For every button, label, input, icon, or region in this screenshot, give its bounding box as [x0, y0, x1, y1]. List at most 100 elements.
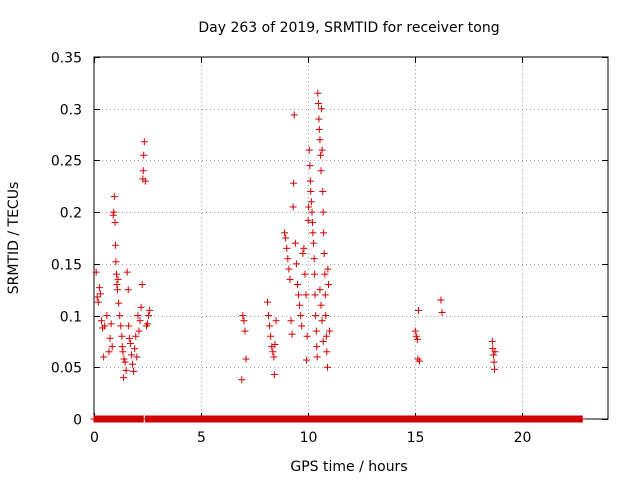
data-point	[267, 332, 275, 340]
data-point	[291, 239, 299, 247]
data-point	[108, 343, 116, 351]
data-point	[146, 306, 154, 314]
data-point	[323, 348, 331, 356]
zero-point	[578, 415, 586, 423]
data-point	[270, 371, 278, 379]
data-point	[141, 177, 149, 185]
chart-title: Day 263 of 2019, SRMTID for receiver ton…	[198, 20, 499, 36]
data-point	[265, 312, 273, 320]
data-point	[95, 284, 103, 292]
data-point	[132, 332, 140, 340]
data-point	[309, 229, 317, 237]
data-point	[241, 327, 249, 335]
data-point	[304, 216, 312, 224]
data-point	[120, 355, 128, 363]
y-tick-label: 0.05	[51, 361, 82, 377]
data-point	[283, 244, 291, 252]
data-point	[312, 312, 320, 320]
data-point	[297, 312, 305, 320]
data-point	[300, 244, 308, 252]
data-point	[135, 327, 143, 335]
data-point	[284, 255, 292, 263]
data-point	[491, 348, 499, 356]
data-point	[301, 270, 309, 278]
data-point	[319, 337, 327, 345]
x-tick-labels: 0 5 10 15 20	[90, 430, 531, 446]
data-point	[94, 298, 102, 306]
data-point	[307, 187, 315, 195]
data-point	[299, 250, 307, 258]
data-point	[319, 208, 327, 216]
data-point	[318, 317, 326, 325]
data-point	[288, 330, 296, 338]
data-point	[490, 358, 498, 366]
data-point	[322, 332, 330, 340]
data-point	[314, 89, 322, 97]
data-point	[127, 351, 135, 359]
data-point	[290, 111, 298, 119]
data-point	[137, 303, 145, 311]
data-point	[101, 322, 109, 330]
data-point	[320, 250, 328, 258]
data-point	[125, 334, 133, 342]
y-axis-label: SRMTID / TECUs	[6, 182, 22, 295]
y-tick-labels: 0 0.05 0.1 0.15 0.2 0.25 0.3 0.35	[51, 51, 82, 429]
data-point	[239, 312, 247, 320]
data-point	[307, 198, 315, 206]
data-point	[490, 365, 498, 373]
data-point	[411, 327, 419, 335]
data-point	[306, 162, 314, 170]
data-point	[129, 360, 137, 368]
data-point	[242, 355, 250, 363]
data-point	[285, 265, 293, 273]
grid-lines	[94, 57, 608, 419]
data-point	[121, 358, 129, 366]
data-point	[144, 320, 152, 328]
x-tick-label: 0	[90, 430, 99, 446]
data-point	[412, 332, 420, 340]
data-point	[145, 312, 153, 320]
data-point	[325, 281, 333, 289]
data-point	[302, 291, 310, 299]
data-point	[269, 348, 277, 356]
data-point	[314, 100, 322, 108]
data-point	[303, 332, 311, 340]
data-point	[316, 286, 324, 294]
data-point	[238, 376, 246, 384]
data-point	[413, 335, 421, 343]
data-point	[112, 270, 120, 278]
data-point	[302, 356, 310, 364]
data-point	[266, 322, 274, 330]
data-point	[110, 193, 118, 201]
data-point	[308, 208, 316, 216]
data-point	[321, 270, 329, 278]
data-point	[119, 348, 127, 356]
data-point	[271, 341, 279, 349]
data-point	[114, 275, 122, 283]
data-point	[123, 268, 131, 276]
data-point	[116, 312, 124, 320]
x-axis-label: GPS time / hours	[290, 459, 407, 475]
data-point	[312, 327, 320, 335]
data-point	[133, 353, 141, 361]
data-point	[96, 290, 104, 298]
data-point	[270, 353, 278, 361]
data-point	[118, 332, 126, 340]
data-point	[240, 317, 248, 325]
data-point	[310, 255, 318, 263]
data-points	[90, 89, 586, 423]
data-point	[106, 334, 114, 342]
data-point	[305, 146, 313, 154]
data-point	[139, 167, 147, 175]
data-point	[140, 138, 148, 146]
data-point	[281, 229, 289, 237]
data-point	[313, 343, 321, 351]
data-point	[316, 136, 324, 144]
x-tick-label: 10	[300, 430, 318, 446]
y-tick-label: 0.15	[51, 258, 82, 274]
data-point	[308, 218, 316, 226]
data-point	[124, 286, 132, 294]
data-point	[125, 322, 133, 330]
data-point	[305, 203, 313, 211]
